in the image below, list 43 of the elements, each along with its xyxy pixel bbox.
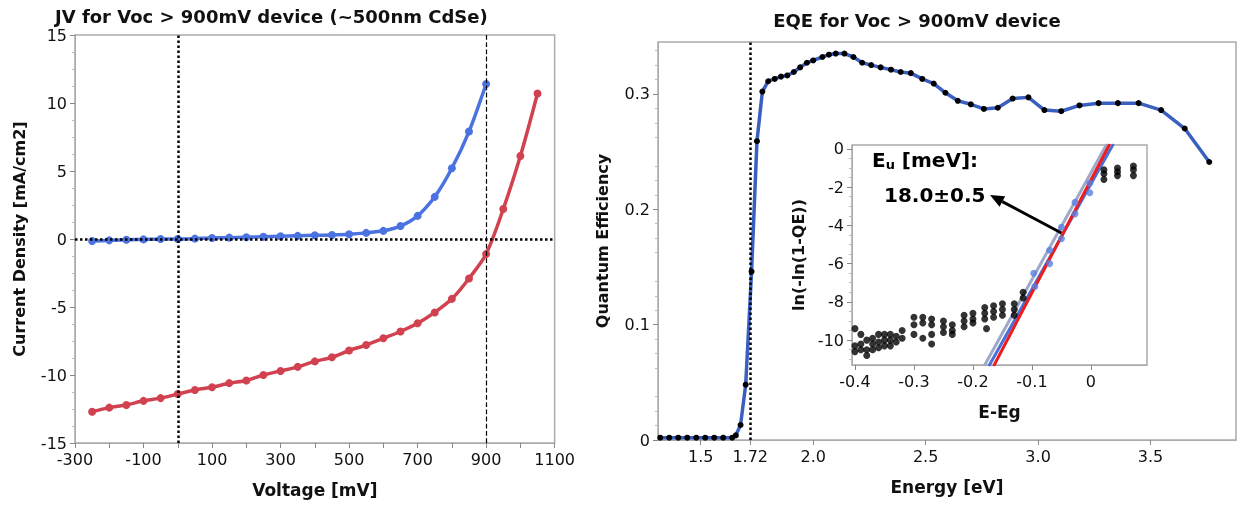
y-tick-label: 5 <box>56 161 67 181</box>
chart-title: EQE for Voc > 900mV device <box>773 9 1061 31</box>
y-axis-title: Quantum Efficiency <box>592 153 612 329</box>
x-axis-title: E-Eg <box>978 401 1021 422</box>
y-tick-label: 10 <box>46 93 67 113</box>
y-tick-label: -10 <box>40 365 67 385</box>
y-tick-label: 0 <box>56 229 67 249</box>
x-tick-label: 500 <box>333 449 365 469</box>
y-tick-label: -6 <box>828 254 844 274</box>
x-tick-label: 700 <box>402 449 433 469</box>
annotation: 18.0±0.5 <box>884 183 986 207</box>
y-tick-label: -2 <box>828 177 844 197</box>
y-tick-label: -4 <box>828 215 844 235</box>
x-tick-label: 3.5 <box>1137 446 1164 466</box>
x-tick-label: -0.1 <box>1016 371 1048 391</box>
y-tick-label: 0.2 <box>624 199 650 219</box>
y-tick-label: 0.3 <box>624 84 650 104</box>
y-tick-label: -10 <box>817 330 844 350</box>
x-tick-label: -100 <box>125 449 162 469</box>
x-tick-label: 900 <box>470 449 502 469</box>
annotation: Eu [meV]: <box>872 148 979 172</box>
x-tick-label: 2.5 <box>912 446 939 466</box>
x-tick-label: 1.72 <box>732 446 769 466</box>
x-tick-label: -0.4 <box>839 371 871 391</box>
y-axis-title: ln(-ln(1-QE)) <box>789 199 809 311</box>
y-tick-label: -5 <box>51 297 67 317</box>
y-tick-label: 0 <box>833 139 844 159</box>
y-tick-label: -8 <box>828 292 844 312</box>
x-tick-label: 2.0 <box>800 446 826 466</box>
x-tick-label: -0.2 <box>957 371 989 391</box>
x-tick-label: 1100 <box>534 449 575 469</box>
x-tick-label: -0.3 <box>898 371 930 391</box>
y-tick-label: 0.1 <box>624 315 650 335</box>
y-tick-label: 0 <box>639 430 650 450</box>
y-axis-title: Current Density [mA/cm2] <box>9 121 29 357</box>
x-tick-label: 300 <box>265 449 296 469</box>
x-tick-label: 100 <box>196 449 228 469</box>
chart-title: JV for Voc > 900mV device (~500nm CdSe) <box>53 5 488 27</box>
x-tick-label: 0 <box>1085 371 1097 391</box>
x-tick-label: 1.5 <box>688 446 714 466</box>
x-axis-title: Voltage [mV] <box>252 479 378 500</box>
x-tick-label: 3.0 <box>1025 446 1051 466</box>
x-axis-title: Energy [eV] <box>890 476 1004 497</box>
